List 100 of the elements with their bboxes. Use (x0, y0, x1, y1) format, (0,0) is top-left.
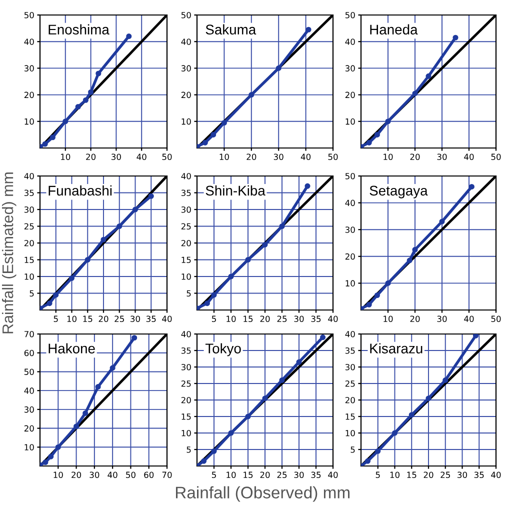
y-tick-label: 15 (346, 414, 355, 420)
y-axis-title: Rainfall (Estimated) mm (2, 172, 16, 334)
y-tick-label: 50 (24, 368, 34, 375)
text: Sakuma (206, 24, 256, 35)
y-tick-label: 10 (346, 430, 355, 436)
x-tick-label: 30 (458, 472, 467, 478)
x-tick-label: 5 (212, 316, 216, 322)
y-tick-label: 40 (181, 172, 191, 180)
y-tick-label: 40 (24, 172, 34, 180)
x-tick-label: 50 (491, 316, 501, 322)
y-tick-label: 5 (186, 446, 191, 453)
x-tick-label: 5 (54, 316, 58, 322)
y-tick-label: 50 (345, 12, 355, 18)
x-tick-label: 40 (328, 472, 338, 478)
y-tick-label: 40 (181, 330, 191, 338)
x-tick-label: 15 (407, 472, 416, 478)
x-tick-label: 60 (144, 472, 154, 478)
y-tick-label: 50 (24, 12, 34, 18)
x-tick-label: 20 (86, 154, 96, 160)
x-axis-title: Rainfall (Observed) mm (176, 486, 350, 502)
y-tick-label: 35 (181, 347, 191, 354)
x-tick-label: 40 (300, 154, 311, 160)
y-tick-label: 30 (24, 206, 34, 213)
y-tick-label: 10 (182, 430, 191, 436)
text: Shin-Kiba (206, 185, 266, 196)
y-tick-label: 35 (345, 347, 355, 354)
y-tick-label: 30 (345, 364, 355, 370)
x-tick-label: 10 (67, 316, 76, 322)
y-tick-label: 20 (345, 253, 355, 260)
y-tick-label: 10 (24, 444, 34, 450)
y-tick-label: 20 (345, 92, 355, 98)
x-tick-label: 15 (244, 472, 253, 478)
y-tick-label: 25 (345, 380, 355, 387)
y-tick-label: 30 (181, 65, 191, 72)
x-tick-label: 30 (112, 154, 121, 160)
y-tick-label: 10 (346, 280, 355, 286)
x-tick-label: 35 (146, 316, 156, 322)
y-tick-label: 5 (186, 290, 191, 297)
x-tick-label: 5 (376, 472, 380, 478)
y-tick-label: 10 (182, 118, 191, 125)
y-tick-label: 40 (345, 38, 355, 45)
x-tick-label: 10 (384, 154, 393, 160)
x-tick-label: 35 (311, 316, 321, 322)
x-tick-label: 35 (474, 472, 484, 478)
x-tick-label: 20 (410, 154, 420, 160)
text: Haneda (370, 24, 418, 35)
x-tick-label: 20 (98, 316, 108, 322)
x-tick-label: 40 (464, 154, 474, 160)
x-tick-label: 20 (246, 154, 256, 160)
text: Enoshima (48, 24, 110, 35)
y-tick-label: 40 (345, 330, 355, 338)
y-tick-label: 15 (182, 414, 191, 420)
x-tick-label: 5 (212, 472, 216, 478)
y-tick-label: 50 (345, 172, 355, 180)
y-tick-label: 40 (24, 38, 34, 45)
x-tick-label: 10 (61, 154, 70, 160)
x-tick-label: 30 (294, 472, 304, 478)
x-tick-label: 40 (136, 154, 146, 160)
y-tick-label: 30 (345, 226, 355, 233)
x-tick-label: 10 (54, 472, 63, 478)
x-tick-label: 40 (108, 472, 118, 478)
y-tick-label: 25 (181, 223, 191, 230)
x-tick-label: 30 (90, 472, 100, 478)
x-tick-label: 20 (260, 472, 270, 478)
y-tick-label: 35 (181, 190, 191, 196)
text: Kisarazu (370, 343, 422, 354)
x-tick-label: 40 (162, 316, 172, 322)
x-tick-label: 50 (328, 154, 338, 160)
y-tick-label: 50 (181, 12, 191, 18)
y-tick-label: 20 (24, 240, 34, 246)
x-tick-label: 10 (390, 472, 400, 478)
y-tick-label: 70 (24, 330, 34, 338)
text: Funabashi (48, 185, 112, 196)
text: Setagaya (370, 186, 428, 198)
y-tick-label: 30 (345, 65, 355, 72)
y-tick-label: 15 (182, 256, 191, 264)
x-tick-label: 50 (162, 154, 172, 160)
x-tick-label: 40 (328, 316, 338, 322)
text: Tokyo (205, 343, 241, 356)
x-tick-label: 50 (126, 472, 136, 478)
x-tick-label: 25 (277, 316, 287, 322)
x-tick-label: 30 (437, 154, 447, 160)
x-tick-label: 30 (274, 154, 284, 160)
y-tick-label: 25 (181, 380, 191, 387)
x-tick-label: 50 (491, 154, 501, 160)
x-tick-label: 15 (244, 316, 253, 322)
x-tick-label: 30 (294, 316, 304, 322)
x-tick-label: 30 (437, 316, 447, 322)
x-tick-label: 25 (440, 472, 450, 478)
x-tick-label: 10 (226, 316, 236, 322)
y-tick-label: 25 (24, 223, 34, 230)
y-tick-label: 20 (24, 425, 34, 432)
x-tick-label: 20 (424, 472, 434, 478)
y-tick-label: 40 (345, 200, 355, 206)
y-tick-label: 10 (182, 273, 191, 280)
x-tick-label: 20 (260, 316, 270, 322)
x-tick-label: 25 (277, 472, 287, 478)
y-tick-label: 30 (24, 65, 34, 72)
y-tick-label: 20 (181, 92, 191, 98)
y-tick-label: 10 (346, 118, 355, 125)
